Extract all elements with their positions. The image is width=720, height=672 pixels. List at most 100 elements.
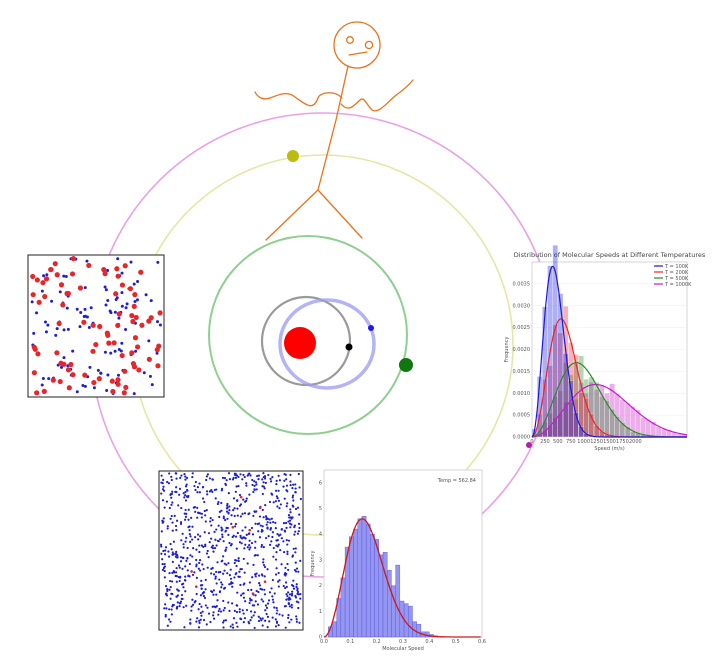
blue-particle	[155, 351, 159, 355]
blue-particle	[227, 562, 230, 565]
red-particle	[60, 302, 66, 308]
blue-particle	[263, 593, 267, 596]
blue-particle	[250, 588, 253, 591]
blue-particle	[159, 543, 163, 546]
blue-particle	[171, 521, 174, 524]
blue-particle	[245, 608, 249, 612]
blue-particle	[191, 525, 194, 528]
blue-particle	[176, 594, 179, 597]
blue-particle	[226, 502, 229, 506]
red-particle	[64, 290, 70, 297]
blue-particle	[41, 377, 45, 381]
x-tick-label: 0.5	[452, 639, 460, 645]
blue-particle	[46, 323, 50, 327]
blue-particle	[248, 532, 251, 535]
x-tick-label: 500	[553, 439, 563, 445]
blue-particle	[147, 339, 151, 343]
blue-particle	[179, 575, 182, 578]
x-tick-label: 0.4	[425, 639, 433, 645]
blue-particle	[187, 508, 190, 511]
blue-particle	[292, 499, 295, 502]
blue-particle	[282, 540, 285, 543]
blue-particle	[242, 557, 245, 561]
blue-particle	[177, 564, 181, 567]
x-tick-label: 1750	[616, 439, 629, 445]
blue-particle	[214, 538, 217, 541]
histogram-bar	[382, 552, 388, 638]
blue-particle	[251, 478, 254, 482]
blue-particle	[182, 556, 185, 560]
blue-particle	[162, 478, 165, 481]
blue-particle	[200, 512, 204, 515]
histogram-bar	[593, 425, 600, 438]
blue-particle	[286, 550, 289, 553]
blue-particle	[289, 480, 292, 483]
red-particle	[57, 378, 63, 385]
blue-particle	[217, 540, 220, 543]
blue-particle	[247, 620, 250, 624]
blue-particle	[215, 593, 218, 596]
red-particle	[58, 282, 65, 288]
blue-particle	[216, 599, 219, 602]
blue-particle	[219, 538, 222, 541]
blue-particle	[241, 529, 244, 532]
blue-particle	[258, 582, 261, 585]
blue-particle	[248, 601, 251, 605]
red-particle	[130, 361, 137, 367]
blue-particle	[289, 511, 292, 514]
blue-particle	[263, 477, 267, 480]
blue-particle	[284, 521, 288, 525]
blue-particle	[268, 518, 271, 521]
blue-particle	[164, 615, 167, 618]
red-particle	[231, 525, 235, 529]
blue-particle	[253, 480, 256, 483]
blue-particle	[184, 518, 187, 521]
red-particle	[129, 350, 135, 356]
blue-particle	[261, 492, 264, 496]
blue-particle	[175, 519, 179, 522]
blue-particle	[225, 546, 228, 549]
blue-particle	[203, 509, 206, 513]
red-particle	[131, 303, 137, 309]
blue-particle	[171, 551, 174, 554]
blue-particle	[255, 483, 258, 486]
blue-particle	[297, 601, 300, 604]
blue-particle	[275, 567, 278, 570]
blue-particle	[167, 482, 171, 485]
legend-label: T = 100K	[664, 264, 689, 270]
blue-particle	[222, 517, 225, 520]
blue-particle	[271, 531, 275, 534]
red-particle	[42, 293, 48, 300]
red-particle	[66, 385, 72, 391]
red-particle	[148, 315, 154, 321]
blue-particle	[265, 523, 268, 526]
blue-particle	[252, 490, 255, 494]
blue-particle	[221, 535, 224, 539]
blue-particle	[254, 481, 258, 484]
blue-particle	[254, 600, 257, 603]
blue-particle	[188, 525, 191, 528]
blue-particle	[199, 594, 203, 597]
y-tick-label: 2	[319, 583, 322, 589]
red-particle	[81, 319, 87, 325]
blue-particle	[212, 589, 215, 592]
blue-particle	[275, 479, 278, 482]
blue-particle	[262, 563, 266, 567]
red-particle	[113, 291, 119, 297]
red-particle	[41, 388, 47, 394]
blue-particle	[116, 257, 120, 261]
blue-particle	[161, 558, 164, 561]
blue-particle	[226, 504, 229, 507]
blue-particle	[221, 559, 224, 562]
blue-particle	[298, 486, 301, 489]
series-line	[531, 265, 687, 438]
blue-particle	[218, 510, 221, 513]
red-particle	[129, 312, 135, 319]
blue-particle	[222, 587, 226, 590]
blue-particle	[210, 524, 213, 527]
blue-particle	[106, 269, 110, 273]
blue-particle	[287, 514, 291, 517]
blue-particle	[234, 535, 238, 538]
blue-particle	[201, 563, 204, 566]
blue-particle	[134, 349, 138, 353]
